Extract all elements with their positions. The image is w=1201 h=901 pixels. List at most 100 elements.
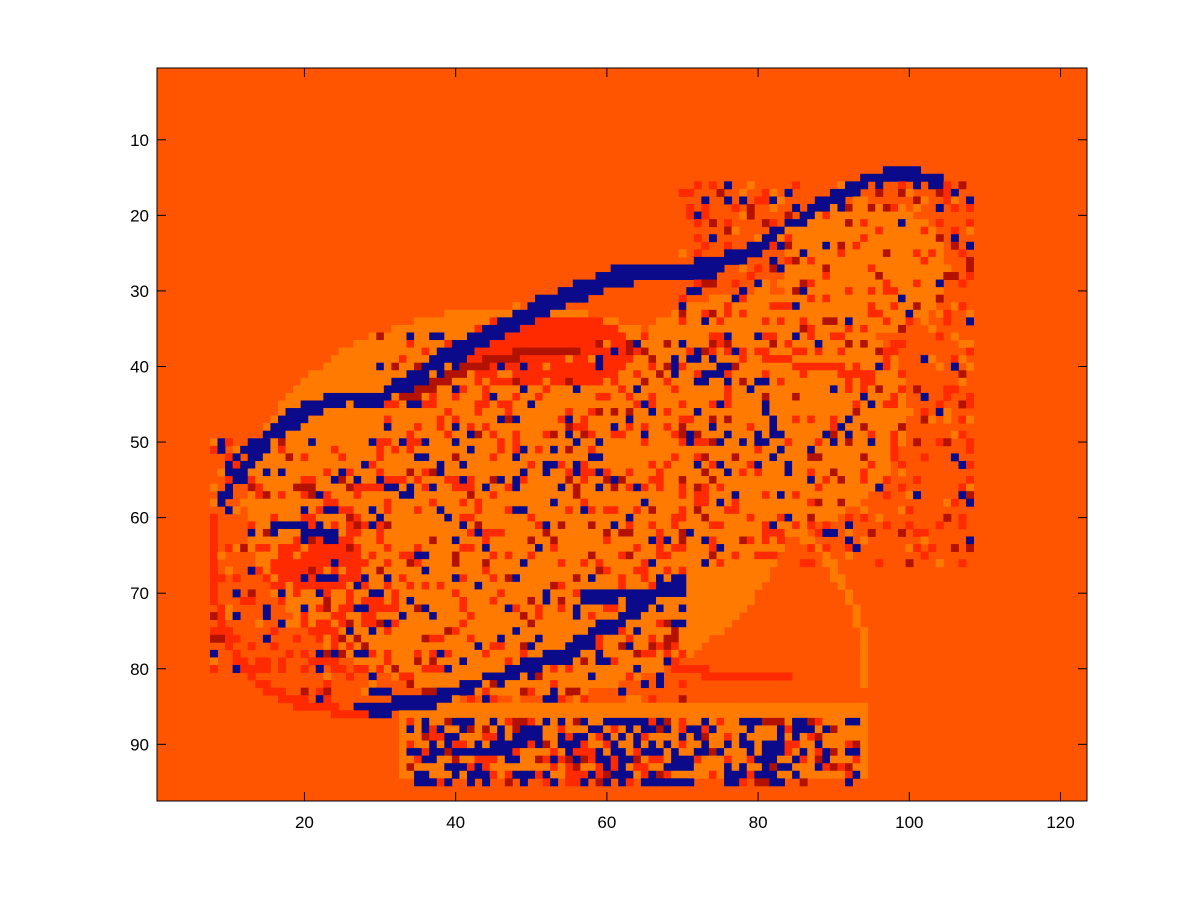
heatmap-cell [618,430,627,439]
heatmap-cell [489,732,498,741]
heatmap-cell [625,355,634,364]
heatmap-cell [504,672,513,681]
heatmap-cell [270,642,279,651]
heatmap-cell [512,513,521,522]
heatmap-cell [640,347,649,356]
heatmap-cell [293,430,302,439]
heatmap-cell [686,377,695,386]
heatmap-cell [958,513,967,522]
heatmap-cell [429,740,438,749]
heatmap-cell [807,226,816,235]
heatmap-cell [693,589,702,598]
heatmap-cell [270,460,279,469]
heatmap-cell [557,619,566,628]
heatmap-cell [920,302,929,311]
heatmap-cell [648,445,657,454]
heatmap-cell [618,574,627,583]
heatmap-cell [300,506,309,515]
heatmap-cell [376,619,385,628]
heatmap-cell [920,256,929,265]
heatmap-cell [361,423,370,432]
heatmap-cell [663,483,672,492]
heatmap-cell [482,408,491,417]
heatmap-cell [754,332,763,341]
heatmap-cell [739,408,748,417]
heatmap-cell [346,581,354,590]
heatmap-cell [308,453,317,462]
heatmap-cell [663,619,672,628]
heatmap-cell [625,589,634,598]
heatmap-cell [625,264,634,273]
heatmap-cell [799,763,808,772]
heatmap-cell [890,408,899,417]
heatmap-cell [686,355,695,364]
heatmap-cell [519,340,528,348]
heatmap-cell [784,188,793,197]
heatmap-cell [754,249,763,258]
heatmap-cell [429,627,438,636]
heatmap-cell [482,415,491,424]
heatmap-cell [504,755,513,764]
heatmap-cell [686,612,695,621]
heatmap-cell [383,453,392,462]
heatmap-cell [414,581,423,590]
heatmap-cell [595,740,604,749]
heatmap-cell [633,408,642,417]
heatmap-cell [640,544,649,553]
heatmap-cell [814,385,823,394]
heatmap-cell [784,287,793,296]
heatmap-cell [474,551,483,560]
heatmap-cell [746,763,755,772]
heatmap-cell [708,589,717,598]
heatmap-cell [270,627,279,636]
heatmap-cell [474,385,483,394]
heatmap-cell [860,438,869,447]
heatmap-cell [754,445,763,454]
heatmap-cell [807,377,816,386]
heatmap-cell [361,710,370,719]
heatmap-cell [686,188,695,197]
heatmap-cell [935,173,944,182]
heatmap-cell [882,241,891,250]
heatmap-cell [890,423,899,432]
heatmap-cell [950,241,959,250]
heatmap-cell [860,181,869,190]
heatmap-cell [474,770,483,779]
heatmap-cell [376,460,385,469]
heatmap-cell [451,695,460,704]
heatmap-cell [769,528,778,537]
heatmap-cell [837,498,846,507]
heatmap-cell [376,551,385,560]
heatmap-cell [678,392,687,401]
heatmap-cell [262,506,271,515]
heatmap-cell [610,566,619,575]
heatmap-cell [761,536,770,545]
heatmap-cell [421,317,430,326]
heatmap-cell [361,400,370,409]
heatmap-cell [535,392,544,401]
heatmap-cell [792,219,801,228]
heatmap-cell [535,309,544,318]
heatmap-cell [542,302,551,311]
heatmap-cell [512,468,521,477]
heatmap-cell [701,460,710,469]
heatmap-cell [633,423,642,432]
heatmap-cell [580,657,589,666]
heatmap-cell [754,385,763,394]
heatmap-cell [353,468,362,477]
heatmap-cell [852,770,861,779]
heatmap-cell [535,317,544,326]
heatmap-cell [527,370,536,379]
heatmap-cell [572,680,581,689]
heatmap-cell [799,370,808,379]
heatmap-cell [572,725,581,734]
heatmap-cell [323,596,332,605]
heatmap-cell [920,317,929,326]
heatmap-cell [875,309,884,318]
heatmap-cell [671,596,680,605]
heatmap-cell [754,460,763,469]
heatmap-cell [557,491,566,500]
heatmap-cell [587,377,596,386]
heatmap-cell [875,219,884,228]
heatmap-cell [467,710,475,719]
